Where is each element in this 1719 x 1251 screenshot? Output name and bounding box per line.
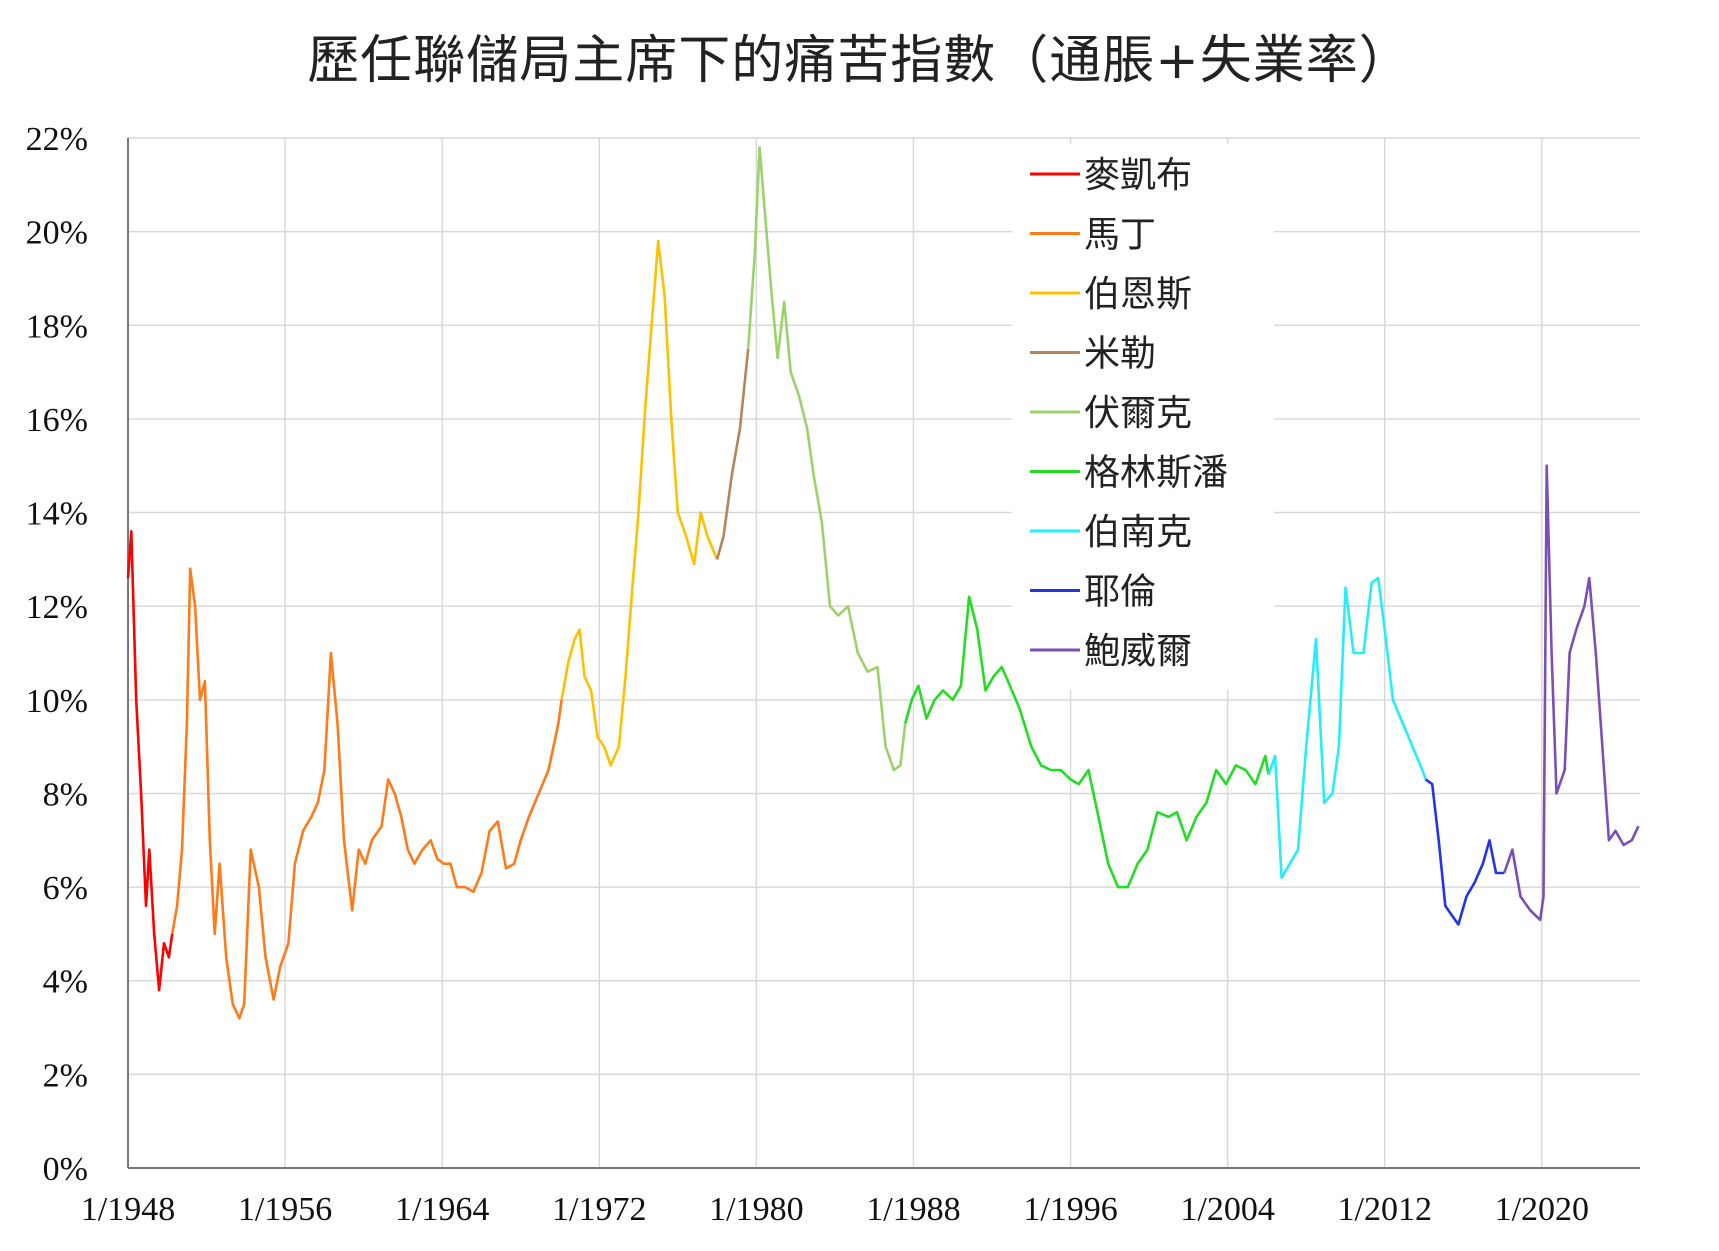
- legend-label: 米勒: [1084, 334, 1156, 375]
- y-tick-label: 18%: [26, 308, 88, 345]
- series-line-耶倫: [1424, 778, 1505, 926]
- y-tick-label: 6%: [43, 870, 88, 907]
- x-tick-label: 1/1988: [866, 1191, 960, 1228]
- legend-label: 麥凱布: [1084, 155, 1192, 196]
- legend-label: 馬丁: [1084, 215, 1156, 256]
- legend-label: 鮑威爾: [1084, 631, 1192, 672]
- legend-label: 伯恩斯: [1084, 274, 1192, 315]
- y-tick-label: 2%: [43, 1057, 88, 1094]
- y-tick-label: 22%: [26, 121, 88, 158]
- series-line-伏爾克: [746, 146, 907, 772]
- x-tick-label: 1/1980: [709, 1191, 803, 1228]
- x-tick-label: 1/2012: [1338, 1191, 1432, 1228]
- y-tick-label: 4%: [43, 964, 88, 1001]
- x-tick-label: 1/1972: [552, 1191, 646, 1228]
- gridlines: [127, 137, 1640, 1169]
- legend-label: 伏爾克: [1084, 393, 1192, 434]
- x-tick-label: 1/2020: [1495, 1191, 1589, 1228]
- y-tick-label: 0%: [43, 1151, 88, 1188]
- series-lines: [126, 146, 1640, 1020]
- x-tick-label: 1/1996: [1023, 1191, 1117, 1228]
- series-line-麥凱布: [126, 529, 174, 992]
- x-tick-label: 1/2004: [1180, 1191, 1274, 1228]
- chart-title: 歷任聯儲局主席下的痛苦指數（通脹+失業率）: [307, 31, 1412, 91]
- legend-label: 伯南克: [1084, 512, 1192, 553]
- y-tick-label: 16%: [26, 402, 88, 439]
- y-tick-label: 20%: [26, 215, 88, 252]
- y-tick-label: 14%: [26, 496, 88, 533]
- series-line-鮑威爾: [1502, 464, 1640, 922]
- series-line-格林斯潘: [904, 595, 1270, 889]
- x-tick-label: 1/1956: [238, 1191, 332, 1228]
- x-tick-label: 1/1964: [395, 1191, 489, 1228]
- y-tick-label: 12%: [26, 589, 88, 626]
- axes: 0% 2% 4% 6% 8% 10% 12% 14% 16% 18% 20% 22% 1/1948 1/1…: [26, 121, 1640, 1228]
- series-line-米勒: [715, 348, 750, 560]
- series-line-馬丁: [170, 567, 563, 1020]
- legend-label: 耶倫: [1084, 572, 1156, 613]
- y-tick-label: 8%: [43, 776, 88, 813]
- series-line-伯南克: [1267, 576, 1427, 880]
- x-tick-label: 1/1948: [81, 1191, 175, 1228]
- y-tick-label: 10%: [26, 683, 88, 720]
- series-line-伯恩斯: [560, 239, 719, 767]
- legend-label: 格林斯潘: [1084, 453, 1228, 494]
